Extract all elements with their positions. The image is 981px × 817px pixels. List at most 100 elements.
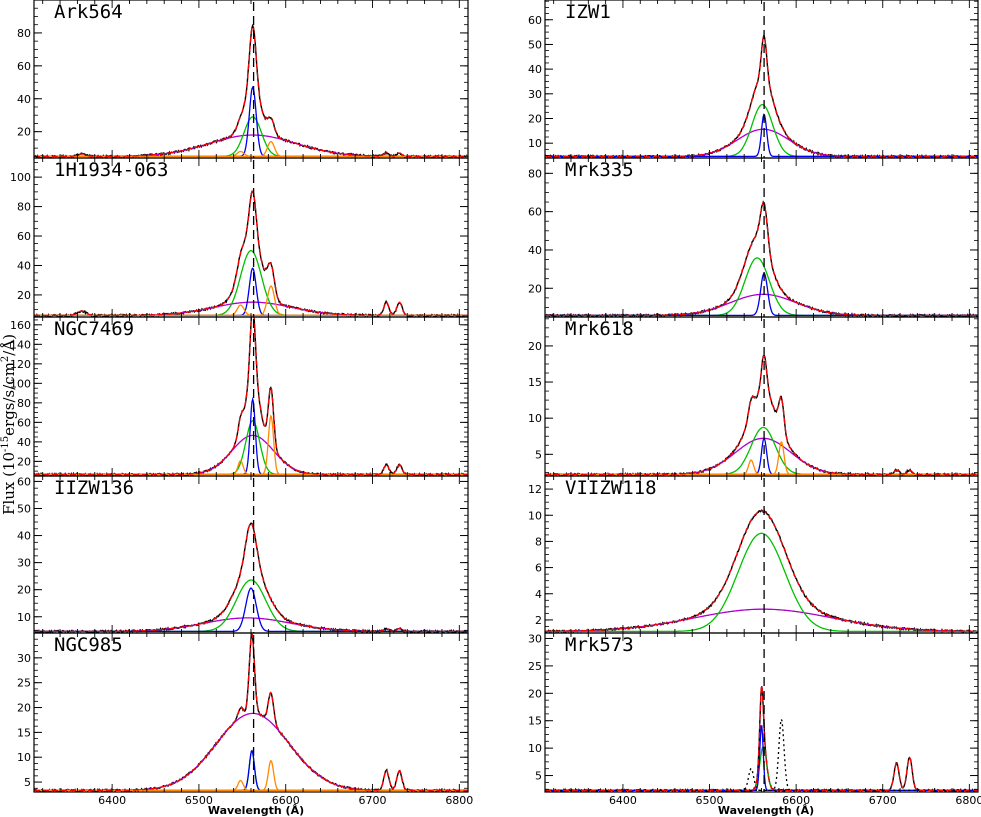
y-tick-label: 15 xyxy=(17,726,31,739)
y-tick-label: 15 xyxy=(528,715,542,728)
narrow-component xyxy=(545,437,978,476)
y-tick-label: 20 xyxy=(17,584,31,597)
y-tick-label: 60 xyxy=(17,230,31,243)
observed-spectrum xyxy=(34,633,468,792)
panel-ngc7469: 20 40 60 80 100 120 140 160 NGC7469 xyxy=(10,316,469,477)
x-tick-label: 6700 xyxy=(869,794,897,807)
total-fit xyxy=(34,24,468,158)
x-tick-label: 6500 xyxy=(696,794,724,807)
y-tick-label: 10 xyxy=(528,137,542,150)
x-tick-label: 6800 xyxy=(955,794,981,807)
y-tick-label: 30 xyxy=(17,557,31,570)
very-broad-component xyxy=(545,608,978,632)
total-fit xyxy=(34,317,468,476)
y-axis-title: Flux (10-15ergs/s/cm2/Å) xyxy=(0,334,18,515)
y-tick-label: 10 xyxy=(17,611,31,624)
observed-spectrum xyxy=(34,522,468,633)
y-tick-label: 60 xyxy=(17,475,31,488)
x-axis-title-right: Wavelength (Å) xyxy=(718,804,814,817)
total-fit xyxy=(34,190,468,317)
panel-title: 1H1934-063 xyxy=(54,159,168,181)
y-tick-label: 40 xyxy=(17,93,31,106)
y-tick-label: 20 xyxy=(17,289,31,302)
panel-frame xyxy=(544,157,979,318)
x-tick-label: 6400 xyxy=(609,794,637,807)
y-tick-label: 25 xyxy=(528,660,542,673)
y-tick-label: 30 xyxy=(528,632,542,645)
panel-title: Mrk573 xyxy=(565,634,634,656)
broad-component xyxy=(545,532,978,633)
y-tick-label: 20 xyxy=(528,687,542,700)
y-tick-label: 80 xyxy=(528,167,542,180)
y-axis-title-exponent: -15 xyxy=(0,436,11,452)
y-tick-label: 30 xyxy=(17,652,31,665)
y-axis-title-middle: ergs/s/cm xyxy=(0,362,18,436)
panel-mrk618: 5 10 15 20 Mrk618 xyxy=(528,316,979,477)
y-tick-label: 10 xyxy=(528,509,542,522)
y-tick-label: 25 xyxy=(17,677,31,690)
y-tick-label: 40 xyxy=(528,244,542,257)
y-tick-label: 40 xyxy=(17,530,31,543)
y-axis-title-exponent2: 2 xyxy=(0,356,11,362)
y-tick-label: 60 xyxy=(528,14,542,27)
y-axis-title-suffix: /Å) xyxy=(0,334,18,356)
panel-frame xyxy=(544,632,979,793)
panel-mrk335: 20 40 60 80 Mrk335 xyxy=(528,157,979,318)
panel-title: Ark564 xyxy=(54,1,123,23)
broad-component xyxy=(34,116,468,158)
panel-title: Mrk618 xyxy=(565,318,634,340)
y-tick-label: 60 xyxy=(17,60,31,73)
panels-layer: 20 40 60 80 Ark564 20 40 60 80 100 1H1934-063 20 40 6… xyxy=(10,0,981,807)
panel-title: NGC985 xyxy=(54,634,123,656)
y-tick-label: 12 xyxy=(528,483,542,496)
y-tick-label: 20 xyxy=(17,702,31,715)
y-tick-label: 4 xyxy=(535,588,542,601)
total-fit xyxy=(34,633,468,792)
observed-spectrum xyxy=(34,190,468,317)
panel-frame xyxy=(33,475,469,634)
panel-frame xyxy=(33,632,469,793)
y-tick-label: 50 xyxy=(528,38,542,51)
y-tick-label: 10 xyxy=(528,412,542,425)
panel-frame xyxy=(33,0,469,159)
y-tick-label: 80 xyxy=(17,397,31,410)
panel-title: IIZW136 xyxy=(54,477,134,499)
very-broad-component xyxy=(34,134,468,158)
y-tick-label: 5 xyxy=(24,776,31,789)
x-tick-label: 6500 xyxy=(185,794,213,807)
panel-1h1934-063: 20 40 60 80 100 1H1934-063 xyxy=(10,157,469,318)
panel-ark564: 20 40 60 80 Ark564 xyxy=(17,0,469,159)
panel-izw1: 10 20 30 40 50 60 IZW1 xyxy=(528,0,979,159)
panel-plot-area xyxy=(34,633,468,792)
y-tick-label: 80 xyxy=(17,201,31,214)
panel-ngc985: 5 10 15 20 25 30 6400 6500 6600 6700 6800 NGC985 xyxy=(17,632,473,807)
y-tick-label: 10 xyxy=(528,742,542,755)
y-tick-label: 40 xyxy=(528,63,542,76)
y-tick-label: 2 xyxy=(535,614,542,627)
y-tick-label: 140 xyxy=(10,338,31,351)
observed-spectrum xyxy=(545,509,978,633)
panel-title: IZW1 xyxy=(565,1,611,23)
panel-plot-area xyxy=(545,160,978,317)
panel-plot-area xyxy=(34,478,468,633)
total-fit xyxy=(545,685,978,792)
x-tick-label: 6800 xyxy=(445,794,473,807)
narrow-component xyxy=(34,396,468,476)
y-axis-title-prefix: Flux (10 xyxy=(0,452,18,515)
y-tick-label: 5 xyxy=(535,448,542,461)
panel-title: Mrk335 xyxy=(565,159,634,181)
y-tick-label: 6 xyxy=(535,562,542,575)
x-tick-label: 6400 xyxy=(98,794,126,807)
nii-component xyxy=(34,759,468,792)
total-fit xyxy=(545,34,978,158)
panel-plot-area xyxy=(545,319,978,476)
y-tick-label: 5 xyxy=(535,770,542,783)
total-fit xyxy=(545,353,978,476)
y-tick-label: 20 xyxy=(528,340,542,353)
panel-plot-area xyxy=(34,2,468,158)
x-tick-label: 6700 xyxy=(359,794,387,807)
observed-spectrum xyxy=(34,23,468,158)
nii-component xyxy=(34,285,468,317)
x-tick-label: 6600 xyxy=(782,794,810,807)
